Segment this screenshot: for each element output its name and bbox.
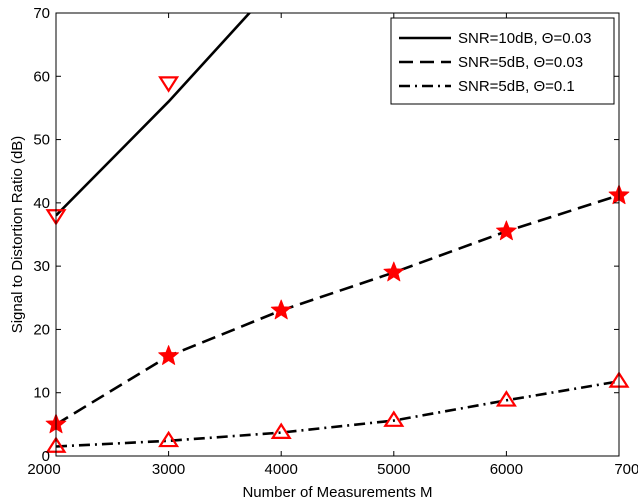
y-tick-label: 20 (33, 321, 50, 338)
y-axis-label: Signal to Distortion Ratio (dB) (9, 136, 26, 334)
legend: SNR=10dB, Θ=0.03 SNR=5dB, Θ=0.03 SNR=5dB, … (390, 17, 615, 105)
x-tick-label: 6000 (490, 461, 523, 478)
triangle-up-marker (383, 410, 405, 427)
x-axis-label: Number of Measurements M (242, 484, 432, 501)
legend-entry-label: SNR=10dB, Θ=0.03 (458, 30, 591, 47)
triangle-down-marker (158, 76, 180, 93)
triangle-up-marker (270, 422, 292, 439)
plot-frame (55, 12, 620, 457)
legend-entry-label: SNR=5dB, Θ=0.1 (458, 78, 575, 95)
y-tick-label: 10 (33, 385, 50, 402)
y-tick-label: 40 (33, 195, 50, 212)
star-marker (270, 299, 292, 320)
star-marker (383, 261, 405, 282)
series-line (56, 380, 619, 448)
star-marker (158, 345, 179, 365)
y-tick-label: 50 (33, 132, 50, 149)
y-tick-label: 60 (33, 68, 50, 85)
legend-entry-label: SNR=5dB, Θ=0.03 (458, 54, 583, 71)
y-tick-label: 70 (33, 5, 50, 22)
series-line (56, 194, 619, 426)
x-tick-label: 3000 (152, 461, 185, 478)
y-tick-label: 30 (33, 258, 50, 275)
series-layer (56, 13, 619, 448)
x-tick-label: 2000 (27, 461, 60, 478)
triangle-up-marker (158, 430, 180, 448)
triangle-up-marker (495, 390, 517, 407)
x-tick-label: 5000 (377, 461, 410, 478)
x-tick-label: 4000 (265, 461, 298, 478)
star-marker (496, 220, 517, 241)
series-line (56, 13, 252, 217)
y-tick-label: 0 (42, 448, 50, 465)
